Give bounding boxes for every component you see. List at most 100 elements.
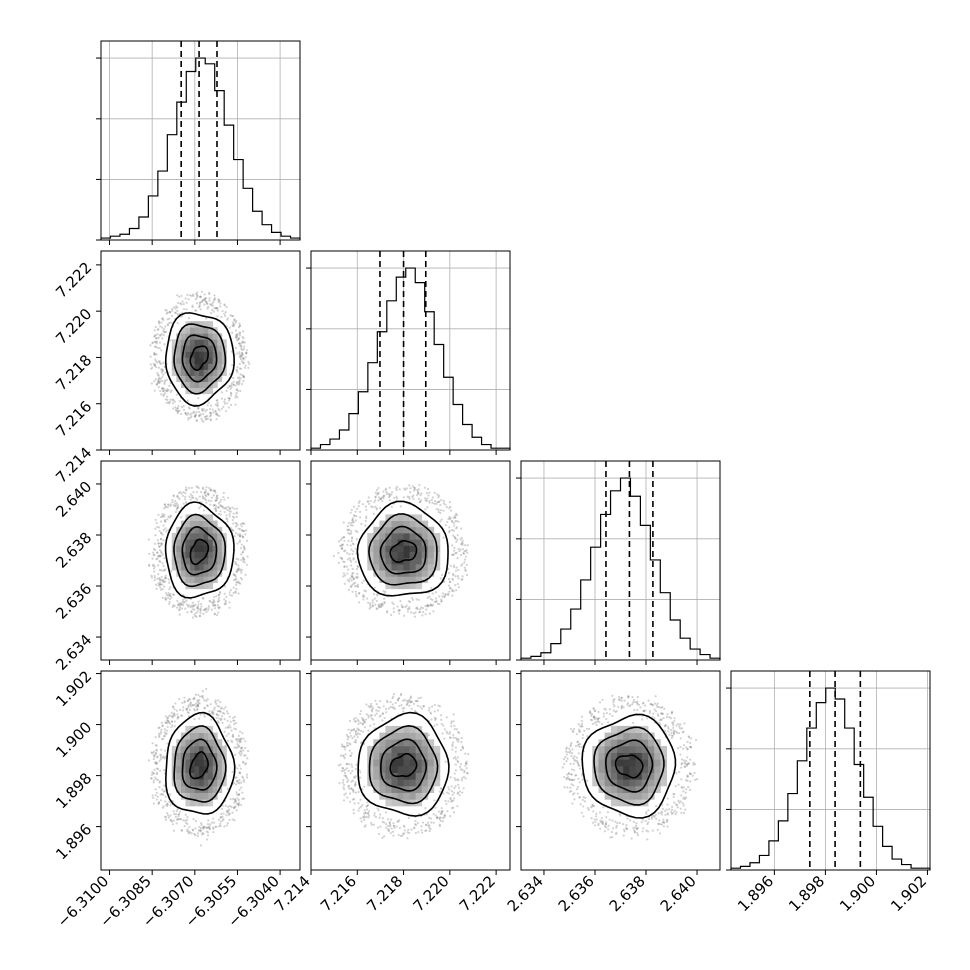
sample-point	[196, 607, 200, 610]
sample-point	[339, 544, 342, 547]
sample-point	[211, 709, 214, 713]
hist2d-cell	[212, 351, 218, 358]
sample-point	[234, 800, 237, 803]
sample-point	[387, 829, 390, 832]
sample-point	[577, 743, 580, 746]
sample-point	[442, 724, 445, 727]
sample-point	[685, 746, 688, 749]
sample-point	[365, 515, 368, 518]
sample-point	[199, 295, 202, 298]
sample-point	[354, 738, 357, 742]
sample-point	[345, 741, 349, 745]
sample-point	[363, 595, 366, 598]
hist2d-cell	[208, 752, 214, 760]
sample-point	[181, 701, 184, 705]
sample-point	[686, 756, 689, 759]
sample-point	[684, 762, 687, 765]
hist2d-cell	[409, 582, 417, 590]
sample-point	[229, 387, 232, 390]
sample-point	[360, 716, 364, 720]
sample-point	[158, 555, 161, 558]
hist2d-cell	[185, 345, 191, 352]
sample-point	[164, 598, 167, 601]
sample-point	[155, 773, 158, 776]
sample-point	[174, 511, 177, 514]
sample-point	[219, 707, 223, 710]
sample-point	[238, 764, 241, 767]
hist2d-cell	[623, 759, 630, 767]
sample-point	[461, 539, 464, 542]
sample-point	[193, 608, 196, 611]
sample-point	[680, 762, 684, 765]
sample-point	[432, 821, 435, 824]
hist2d-cell	[421, 745, 429, 753]
sample-point	[344, 768, 347, 771]
hist2d-cell	[180, 532, 186, 540]
sample-point	[177, 602, 180, 605]
hist2d-cell	[373, 779, 380, 787]
sample-point	[451, 745, 454, 748]
sample-point	[447, 786, 450, 789]
sample-point	[460, 777, 464, 780]
sample-point	[161, 317, 164, 320]
sample-point	[203, 491, 206, 494]
sample-point	[633, 830, 636, 834]
sample-point	[156, 328, 160, 331]
sample-point	[230, 314, 234, 318]
hist2d-cell	[635, 739, 643, 747]
sample-point	[456, 791, 460, 794]
sample-point	[353, 740, 356, 744]
sample-point	[593, 721, 597, 724]
hist2d-cell	[180, 792, 186, 800]
sample-point	[211, 302, 214, 305]
sample-point	[438, 816, 441, 819]
sample-point	[195, 302, 199, 305]
sample-point	[578, 730, 582, 733]
sample-point	[625, 826, 628, 829]
sample-point	[230, 382, 233, 385]
sample-point	[428, 612, 431, 615]
sample-point	[193, 704, 196, 707]
sample-point	[367, 714, 370, 717]
hist2d-cell	[194, 563, 200, 571]
sample-point	[343, 582, 346, 585]
sample-point	[205, 610, 208, 614]
sample-point	[213, 294, 216, 297]
sample-point	[178, 698, 181, 701]
sample-point	[220, 717, 223, 720]
sample-point	[159, 756, 162, 759]
sample-point	[599, 820, 602, 823]
sample-point	[454, 520, 457, 523]
sample-point	[464, 568, 467, 571]
hist2d-cell	[194, 551, 200, 559]
hist2d-cell	[379, 539, 386, 546]
sample-point	[172, 407, 175, 410]
hist2d-cell	[397, 792, 404, 800]
sample-point	[354, 741, 358, 744]
sample-point	[391, 706, 394, 709]
sample-point	[241, 382, 244, 386]
sample-point	[196, 708, 199, 711]
sample-point	[157, 374, 160, 377]
hist2d-cell	[397, 765, 404, 773]
sample-point	[455, 566, 458, 569]
sample-point	[373, 723, 376, 726]
sample-point	[620, 707, 623, 710]
sample-point	[157, 554, 161, 558]
sample-point	[648, 709, 651, 713]
sample-point	[201, 299, 204, 303]
sample-point	[566, 776, 570, 779]
sample-point	[443, 595, 446, 598]
sample-point	[351, 729, 354, 732]
sample-point	[457, 568, 460, 572]
sample-point	[170, 570, 173, 573]
sample-point	[158, 759, 161, 763]
sample-point	[345, 777, 348, 780]
hist2d-cell	[203, 363, 209, 370]
sample-point	[204, 418, 207, 421]
sample-point	[183, 701, 186, 704]
sample-point	[651, 703, 654, 707]
sample-point	[155, 749, 158, 752]
panel-inner-3-0	[147, 687, 250, 847]
